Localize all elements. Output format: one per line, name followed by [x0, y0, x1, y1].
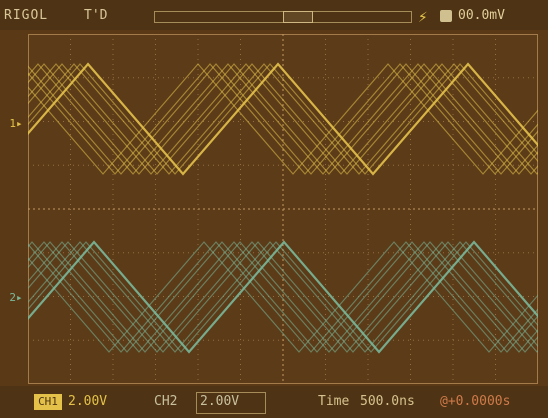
- ch1-trace: [28, 63, 538, 175]
- status-bar: RIGOL T'D ⚡ 00.0mV: [0, 0, 548, 30]
- ch1-trace: [28, 63, 538, 175]
- ch1-trace: [28, 63, 538, 175]
- trigger-offset: @+0.0000s: [440, 394, 511, 409]
- graticule-grid: [28, 34, 538, 384]
- memory-window-indicator: [283, 11, 313, 23]
- ch2-trace: [28, 241, 538, 353]
- waveform-display: [28, 34, 538, 384]
- scale-bar: CH1 2.00V CH2 2.00V Time 500.0ns @+0.000…: [0, 386, 548, 418]
- ch1-ground-marker[interactable]: 1▸: [9, 117, 23, 130]
- ch2-ground-marker[interactable]: 2▸: [9, 291, 23, 304]
- ch1-trace: [28, 63, 538, 175]
- timebase-value: 500.0ns: [360, 394, 415, 409]
- ch1-trace-main: [28, 62, 538, 176]
- ch2-label[interactable]: CH2: [154, 394, 178, 409]
- ch1-scale: 2.00V: [68, 394, 108, 409]
- ch2-trace-main: [28, 240, 538, 354]
- ch2-trace: [28, 241, 538, 353]
- acquisition-status: T'D: [84, 8, 108, 23]
- ch2-trace: [28, 241, 538, 353]
- brand-label: RIGOL: [4, 8, 49, 23]
- ch2-trace: [28, 241, 538, 353]
- ch1-trace: [28, 63, 538, 175]
- ch2-trace: [28, 241, 538, 353]
- ch1-tag[interactable]: CH1: [34, 394, 62, 410]
- ch1-trace: [28, 63, 538, 175]
- ch2-trace: [28, 241, 538, 353]
- trigger-source-icon: [440, 10, 452, 22]
- trigger-level: 00.0mV: [458, 8, 505, 23]
- ch1-trace: [28, 63, 538, 175]
- ch2-trace: [28, 241, 538, 353]
- memory-position-bar[interactable]: [154, 11, 412, 23]
- ch2-trace: [28, 241, 538, 353]
- ch2-scale-box: [196, 392, 266, 414]
- ch2-scale: 2.00V: [200, 394, 240, 409]
- ch2-trace: [28, 241, 538, 353]
- ch1-trace: [28, 63, 538, 175]
- rising-edge-icon: ⚡: [418, 7, 428, 26]
- timebase-label: Time: [318, 394, 350, 409]
- ch1-trace: [28, 63, 538, 175]
